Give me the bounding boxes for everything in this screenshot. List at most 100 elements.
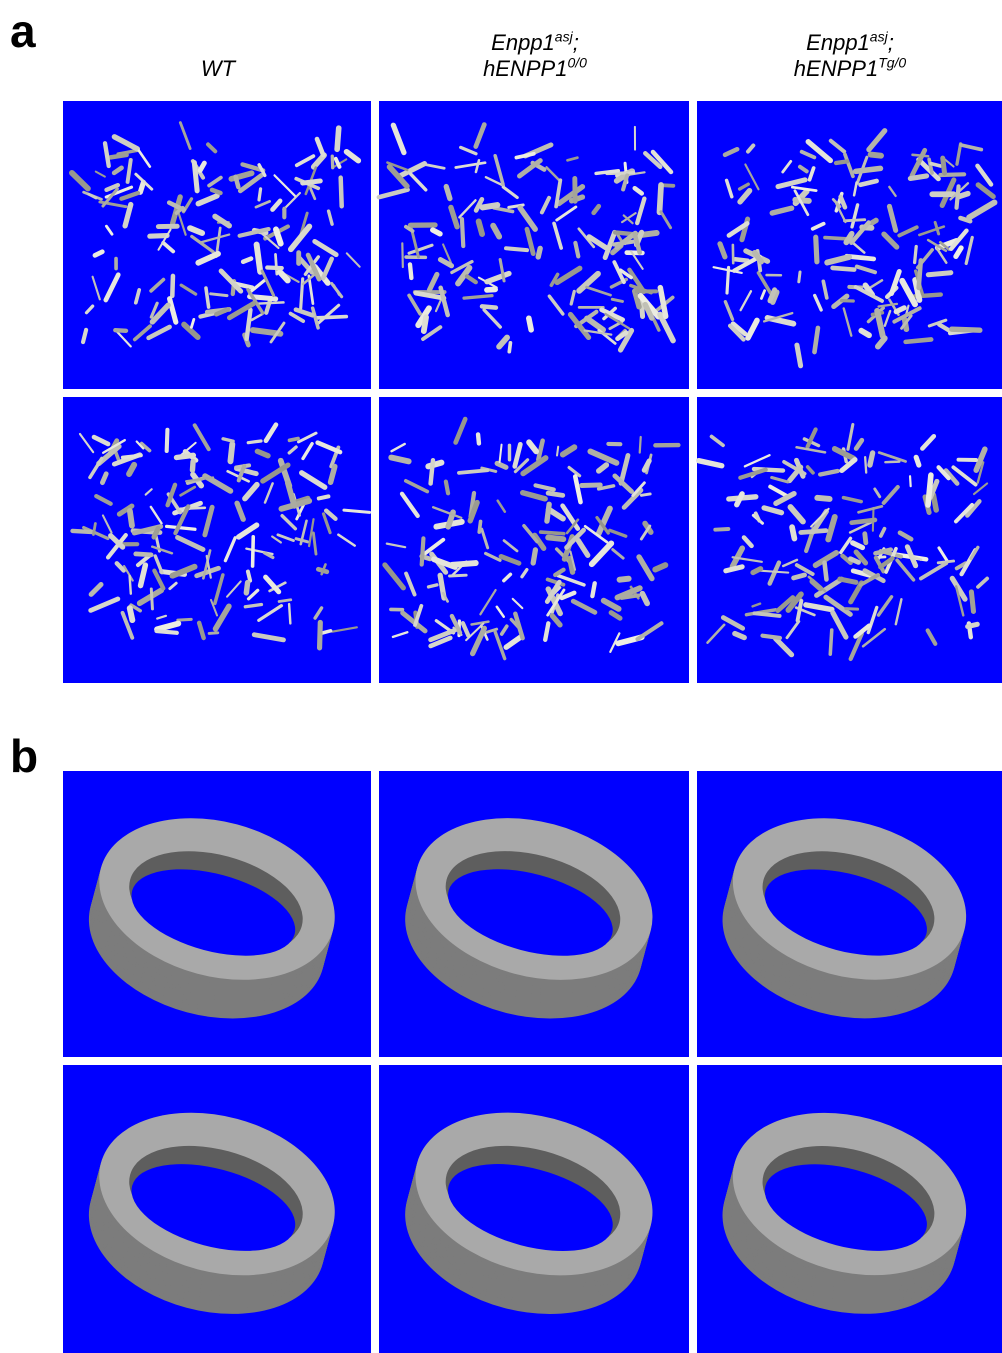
trabecula [479,221,482,234]
panel-label: a [10,8,36,54]
header-superscript: asj [870,29,888,45]
trabecula [910,476,911,486]
trabecula [243,259,251,262]
trabecula [410,264,411,278]
trabecula [446,482,448,494]
trabecula [478,434,479,443]
column-header: Enpp1asj;hENPP1Tg/0 [700,30,1000,82]
trabecula [317,317,346,318]
header-superscript: 0/0 [567,55,586,71]
trabecula [259,189,261,200]
header-text: hENPP1 [483,56,567,81]
trabecula [136,554,151,555]
trabecula [267,268,282,269]
trabecula [817,498,829,499]
trabecula [123,455,141,457]
trabecula [957,186,959,207]
trabecula [506,248,527,250]
trabecula [93,523,95,534]
trabecula [320,622,321,647]
trabecula [762,636,779,638]
trabecula [192,461,193,470]
trabecula [735,259,748,261]
header-line: Enpp1asj; [385,30,685,56]
trabecula [130,608,133,620]
trabecula [230,444,232,461]
trabecula [915,246,917,262]
trabecula [928,475,931,505]
trabecula [533,550,535,563]
trabecula [303,181,321,183]
trabecula [545,623,548,639]
panel-label: b [10,733,38,779]
micro-ct-image [379,101,689,389]
trabecula [157,631,177,633]
trabecula [865,534,866,543]
trabecula [968,624,978,626]
trabecula [919,260,921,287]
trabecula [830,630,831,654]
trabecula [290,439,299,441]
trabecula [319,496,329,498]
trabecula [861,331,869,336]
image-grid [0,0,1002,1353]
trabecula [529,318,531,330]
trabecula [177,455,194,457]
trabecula [825,563,827,580]
trabecula [931,164,940,166]
header-text: WT [201,56,235,81]
trabecula [641,301,642,316]
trabecula [178,619,191,620]
trabecula [479,521,480,532]
trabecula [462,219,463,246]
trabecula [212,190,220,193]
trabecula [429,585,437,587]
trabecula [659,185,661,212]
trabecula [73,531,93,532]
trabecula [482,306,496,307]
header-superscript: asj [555,29,573,45]
trabecula [801,531,826,533]
trabecula [248,572,250,581]
trabecula [865,457,866,472]
trabecula [391,458,408,462]
trabecula [167,430,168,451]
trabecula [209,633,218,634]
header-line: Enpp1asj; [700,30,1000,56]
trabecula [833,268,855,270]
trabecula [933,495,936,510]
trabecula [172,276,173,296]
trabecula [655,565,665,570]
trabecula [906,339,932,341]
trabecula [547,504,549,521]
trabecula [797,345,801,366]
header-text: ; [888,30,894,55]
trabecula [150,236,167,237]
trabecula [538,248,540,257]
trabecula [323,631,331,633]
trabecula [727,267,729,293]
header-text: hENPP1 [794,56,878,81]
trabecula [452,563,475,565]
trabecula [943,158,945,173]
column-header: WT [68,56,368,82]
trabecula [248,441,261,443]
header-superscript: Tg/0 [878,55,906,71]
header-text: Enpp1 [491,30,555,55]
trabecula [641,494,650,495]
trabecula [130,511,132,526]
trabecula [753,569,761,573]
header-line: hENPP1Tg/0 [700,56,1000,82]
trabecula [337,128,339,149]
trabecula [548,493,563,495]
trabecula [836,161,847,163]
header-text: Enpp1 [806,30,870,55]
trabecula [257,245,261,272]
trabecula [620,579,629,580]
trabecula [850,559,858,563]
trabecula [896,308,904,312]
trabecula [715,529,728,530]
trabecula [928,273,951,275]
trabecula [557,447,558,456]
trabecula [450,575,467,576]
